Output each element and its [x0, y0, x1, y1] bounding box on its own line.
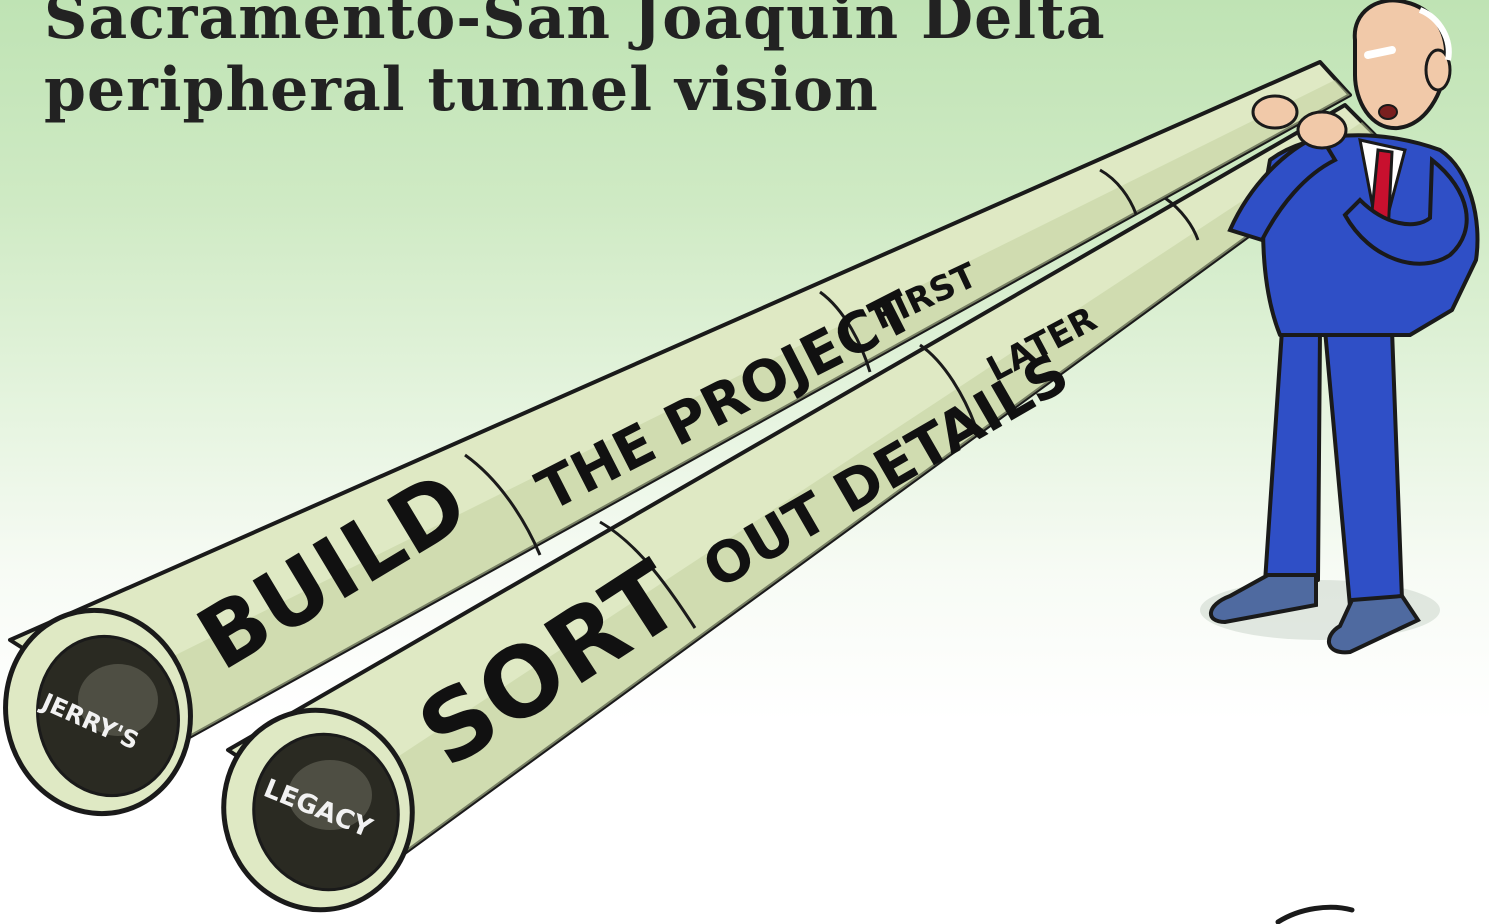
- man-figure: [1209, 0, 1480, 655]
- lower-tunnel-mouth: [221, 707, 415, 913]
- man-hand-front: [1296, 110, 1348, 150]
- title-line-1: Sacramento-San Joaquin Delta: [44, 0, 1106, 53]
- man-mouth: [1378, 104, 1398, 120]
- upper-tunnel-mouth: [3, 607, 193, 817]
- man-left-leg: [1263, 328, 1322, 584]
- man-right-shoe: [1326, 593, 1421, 655]
- cartoon-title: Sacramento-San Joaquin Delta peripheral …: [44, 0, 1106, 126]
- man-right-leg: [1323, 328, 1404, 608]
- artist-signature: [1275, 904, 1355, 924]
- man-eyebrow: [1364, 46, 1396, 59]
- man-ear: [1424, 48, 1452, 92]
- man-left-shoe: [1209, 573, 1318, 625]
- man-hair: [1418, 7, 1452, 61]
- man-right-arm: [1342, 155, 1469, 266]
- title-line-2: peripheral tunnel vision: [44, 55, 879, 125]
- man-hand-back: [1251, 94, 1299, 130]
